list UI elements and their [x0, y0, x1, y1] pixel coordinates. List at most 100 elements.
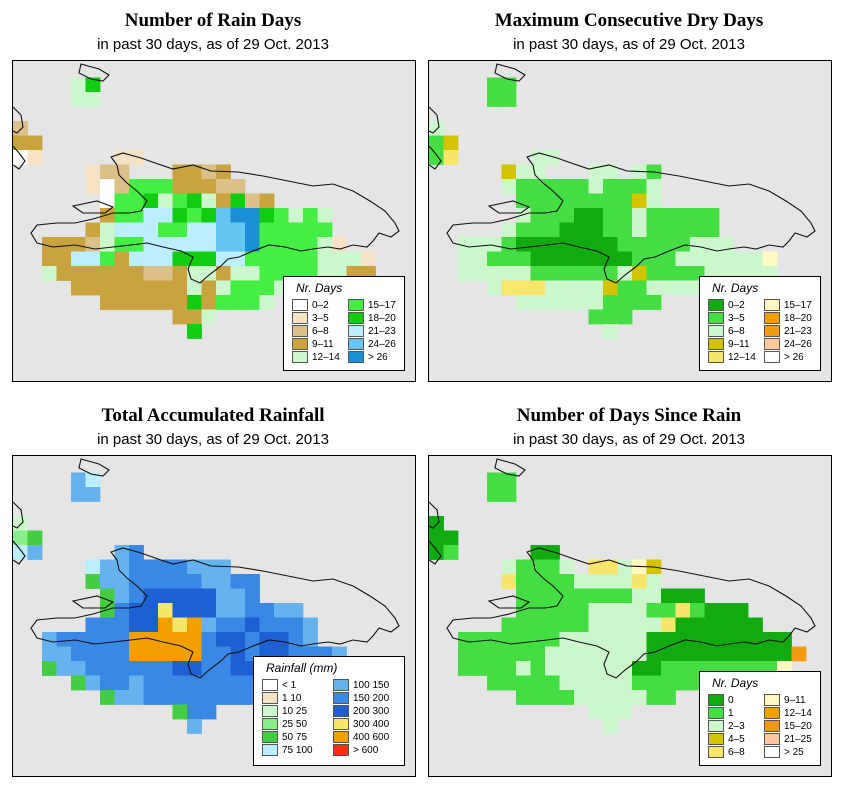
grid-cell [201, 164, 217, 180]
grid-cell [114, 266, 130, 281]
grid-cell [187, 222, 202, 238]
grid-cell [216, 237, 231, 252]
grid-cell [661, 675, 676, 691]
grid-cell [303, 208, 318, 223]
grid-cell [216, 222, 231, 238]
grid-cell [158, 617, 173, 633]
grid-cell [71, 251, 86, 267]
grid-cell [201, 675, 217, 691]
grid-cell [777, 632, 792, 647]
grid-cell [85, 675, 101, 691]
grid-cell [530, 574, 546, 589]
legend-label: 15–20 [784, 720, 812, 732]
grid-cell [100, 559, 115, 575]
grid-cell [245, 603, 260, 618]
legend-item: > 600 [333, 744, 378, 756]
grid-cell [646, 675, 662, 691]
grid-cell [303, 632, 318, 647]
grid-cell [201, 237, 217, 252]
grid-cell [574, 617, 589, 633]
grid-cell [530, 646, 546, 662]
grid-cell [245, 280, 260, 296]
grid-cell [501, 266, 517, 281]
grid-cell [100, 617, 115, 633]
grid-cell [129, 574, 144, 589]
grid-cell [646, 574, 662, 589]
legend-item: 6–8 [292, 325, 329, 337]
grid-cell [114, 559, 130, 575]
grid-cell [27, 530, 43, 546]
grid-cell [85, 661, 101, 676]
grid-cell [172, 690, 188, 705]
grid-cell [230, 280, 246, 296]
grid-cell [588, 617, 604, 633]
legend-label: 25 50 [282, 718, 308, 730]
grid-cell [129, 545, 144, 560]
grid-cell [129, 280, 144, 296]
grid-cell [187, 603, 202, 618]
legend-title: Nr. Days [296, 281, 343, 295]
grid-cell [646, 251, 662, 267]
grid-cell [158, 690, 173, 705]
legend-label: 15–17 [784, 299, 812, 311]
grid-cell [603, 704, 618, 720]
grid-cell [216, 193, 231, 209]
legend: Nr. Days 0 1 2–3 4–5 6–8 9–11 12–14 15–20 21–25 >… [699, 671, 821, 766]
grid-cell [187, 295, 202, 310]
grid-cell [100, 266, 115, 281]
grid-cell [559, 280, 575, 296]
legend-swatch [764, 299, 780, 311]
grid-cell [632, 222, 647, 238]
grid-cell [675, 632, 691, 647]
grid-cell [516, 661, 531, 676]
legend-swatch [708, 720, 724, 732]
grid-cell [259, 603, 275, 618]
grid-cell [245, 574, 260, 589]
grid-cell [71, 92, 86, 107]
grid-cell [487, 77, 502, 93]
grid-cell [603, 632, 618, 647]
grid-cell [216, 295, 231, 310]
grid-cell [661, 632, 676, 647]
grid-cell [100, 646, 115, 662]
grid-cell [187, 719, 202, 734]
grid-cell [201, 588, 217, 604]
grid-cell [501, 661, 517, 676]
grid-cell [114, 208, 130, 223]
grid-cell [201, 266, 217, 281]
grid-cell [646, 280, 662, 296]
grid-cell [71, 487, 86, 502]
grid-cell [172, 251, 188, 267]
grid-cell [274, 603, 289, 618]
legend-item: < 1 [262, 679, 296, 691]
grid-cell [143, 222, 159, 238]
legend-item: 100 150 [333, 679, 389, 691]
grid-cell [129, 603, 144, 618]
coastline-path [78, 63, 110, 82]
grid-cell [472, 646, 488, 662]
legend-swatch [262, 692, 278, 704]
grid-cell [675, 603, 691, 618]
grid-cell [530, 675, 546, 691]
legend-item: 9–11 [708, 338, 750, 350]
grid-cell [230, 632, 246, 647]
grid-cell [85, 266, 101, 281]
grid-cell [129, 661, 144, 676]
grid-cell [675, 237, 691, 252]
grid-cell [487, 237, 502, 252]
grid-cell [187, 309, 202, 325]
grid-cell [114, 237, 130, 252]
legend-label: 1 10 [282, 692, 302, 704]
grid-cell [704, 251, 720, 267]
grid-cell [603, 222, 618, 238]
grid-cell [588, 222, 604, 238]
grid-cell [603, 675, 618, 691]
grid-cell [245, 251, 260, 267]
grid-cell [516, 164, 531, 180]
grid-cell [603, 280, 618, 296]
legend-swatch [764, 312, 780, 324]
grid-cell [675, 208, 691, 223]
legend-item: 150 200 [333, 692, 389, 704]
grid-cell [56, 266, 72, 281]
grid-cell [429, 150, 444, 165]
